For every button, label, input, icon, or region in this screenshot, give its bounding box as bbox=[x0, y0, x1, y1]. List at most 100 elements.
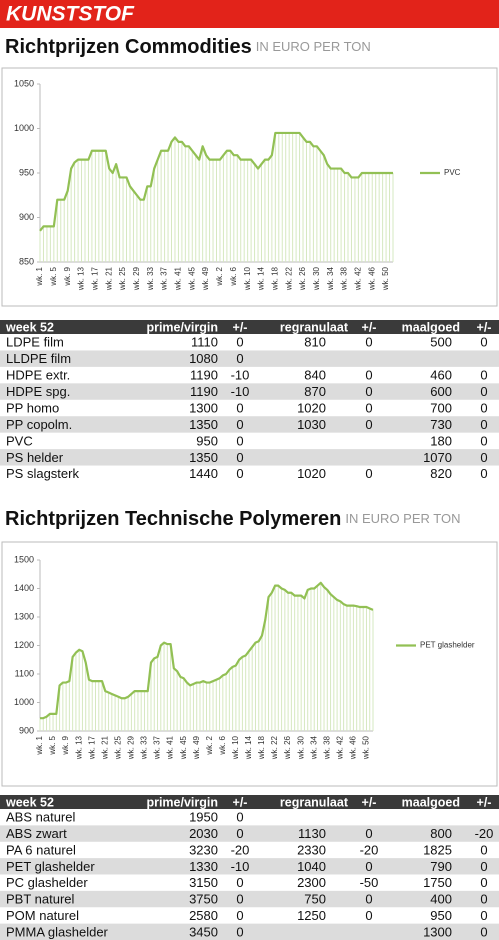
table-cell: 1040 bbox=[297, 859, 326, 874]
table-cell: 0 bbox=[365, 417, 372, 432]
table-cell: 0 bbox=[236, 335, 243, 350]
table-cell: 1020 bbox=[297, 466, 326, 481]
table-row-bg bbox=[0, 890, 499, 908]
table-cell: 0 bbox=[365, 826, 372, 841]
x-tick-label: wk. 26 bbox=[283, 735, 292, 760]
x-tick-label: wk. 17 bbox=[90, 266, 99, 291]
table-cell: 0 bbox=[480, 875, 487, 890]
table-cell: 0 bbox=[480, 859, 487, 874]
y-tick-label: 1500 bbox=[14, 554, 34, 564]
table-cell: 1825 bbox=[423, 842, 452, 857]
x-tick-label: wk. 6 bbox=[218, 735, 227, 755]
table-cell: PP copolm. bbox=[6, 417, 72, 432]
x-tick-label: wk. 42 bbox=[335, 735, 344, 760]
x-tick-label: wk. 37 bbox=[160, 266, 169, 291]
table-cell: 1250 bbox=[297, 908, 326, 923]
table-cell: PBT naturel bbox=[6, 892, 75, 907]
x-tick-label: wk. 22 bbox=[270, 735, 279, 760]
table-row-bg bbox=[0, 858, 499, 875]
table-cell: 0 bbox=[236, 466, 243, 481]
legend-label: PET glashelder bbox=[420, 641, 475, 650]
table-cell: 730 bbox=[430, 417, 452, 432]
table-cell: 180 bbox=[430, 433, 452, 448]
table-cell: 0 bbox=[480, 892, 487, 907]
table-cell: 3750 bbox=[189, 892, 218, 907]
table-cell: 1190 bbox=[190, 384, 218, 399]
table-cell: 950 bbox=[196, 433, 218, 448]
x-tick-label: wk. 42 bbox=[354, 266, 363, 291]
table-row-bg bbox=[0, 449, 499, 466]
table-cell: 0 bbox=[236, 433, 243, 448]
table-cell: 790 bbox=[430, 859, 452, 874]
table-cell: 870 bbox=[304, 384, 326, 399]
x-tick-label: wk. 49 bbox=[192, 735, 201, 760]
table-cell: POM naturel bbox=[6, 908, 79, 923]
x-tick-label: wk. 46 bbox=[367, 266, 376, 291]
y-tick-label: 1000 bbox=[14, 123, 34, 133]
series-line bbox=[39, 131, 393, 232]
table-cell: HDPE spg. bbox=[6, 384, 70, 399]
table-cell: PS helder bbox=[6, 450, 64, 465]
x-tick-label: wk. 34 bbox=[326, 266, 335, 291]
table-cell: 820 bbox=[430, 466, 452, 481]
x-tick-label: wk. 45 bbox=[187, 266, 196, 291]
table-cell: -50 bbox=[360, 875, 379, 890]
table-cell: 0 bbox=[236, 400, 243, 415]
table-header-cell: week 52 bbox=[5, 795, 54, 809]
table-cell: 1110 bbox=[191, 335, 218, 350]
table-cell: 1440 bbox=[189, 466, 218, 481]
y-tick-label: 1100 bbox=[15, 668, 34, 678]
table-cell: 800 bbox=[430, 826, 452, 841]
table-header-cell: +/- bbox=[362, 795, 377, 809]
x-tick-label: wk. 46 bbox=[349, 735, 358, 760]
table-header-cell: +/- bbox=[362, 320, 377, 334]
table-cell: PET glashelder bbox=[6, 859, 95, 874]
table-cell: 460 bbox=[430, 368, 452, 383]
table-cell: 0 bbox=[365, 368, 372, 383]
table-header-bg bbox=[0, 320, 499, 334]
y-tick-label: 1050 bbox=[14, 78, 34, 88]
table-cell: 0 bbox=[365, 892, 372, 907]
x-tick-label: wk. 2 bbox=[205, 735, 214, 755]
table-cell: 2580 bbox=[189, 908, 218, 923]
table-header-cell: +/- bbox=[477, 320, 492, 334]
x-tick-label: wk. 41 bbox=[166, 735, 175, 760]
table-cell: 0 bbox=[480, 466, 487, 481]
table-header-cell: prime/virgin bbox=[146, 795, 218, 809]
table-cell: HDPE extr. bbox=[6, 368, 70, 383]
x-tick-label: wk. 22 bbox=[284, 266, 293, 291]
x-tick-label: wk. 18 bbox=[257, 735, 266, 760]
table-cell: 0 bbox=[236, 351, 243, 366]
table-cell: 1300 bbox=[423, 924, 452, 939]
x-tick-label: wk. 50 bbox=[381, 266, 390, 291]
table-cell: 0 bbox=[365, 859, 372, 874]
table-cell: 1330 bbox=[189, 859, 218, 874]
table-cell: 1350 bbox=[189, 450, 218, 465]
legend-label: PVC bbox=[444, 168, 461, 177]
x-tick-label: wk. 14 bbox=[244, 735, 253, 760]
table-cell: 1130 bbox=[298, 826, 326, 841]
x-tick-label: wk. 17 bbox=[87, 735, 96, 760]
table-cell: 1350 bbox=[189, 417, 218, 432]
table-cell: 1950 bbox=[189, 810, 218, 825]
table-row-bg bbox=[0, 383, 499, 400]
table-cell: 0 bbox=[480, 335, 487, 350]
x-tick-label: wk. 1 bbox=[35, 735, 44, 755]
x-tick-label: wk. 21 bbox=[100, 735, 109, 760]
table-cell: 0 bbox=[480, 384, 487, 399]
y-tick-label: 1200 bbox=[14, 640, 34, 650]
table-cell: 950 bbox=[430, 908, 452, 923]
y-tick-label: 1300 bbox=[14, 611, 34, 621]
table-cell: 0 bbox=[480, 368, 487, 383]
y-tick-label: 1000 bbox=[14, 697, 34, 707]
table-header-cell: +/- bbox=[233, 795, 248, 809]
table-header-cell: prime/virgin bbox=[146, 320, 218, 334]
table-cell: 0 bbox=[236, 908, 243, 923]
table-cell: 1190 bbox=[190, 368, 218, 383]
table-header-cell: regranulaat bbox=[280, 795, 349, 809]
x-tick-label: wk. 50 bbox=[362, 735, 371, 760]
table-row-bg bbox=[0, 923, 499, 940]
table-cell: 0 bbox=[236, 810, 243, 825]
